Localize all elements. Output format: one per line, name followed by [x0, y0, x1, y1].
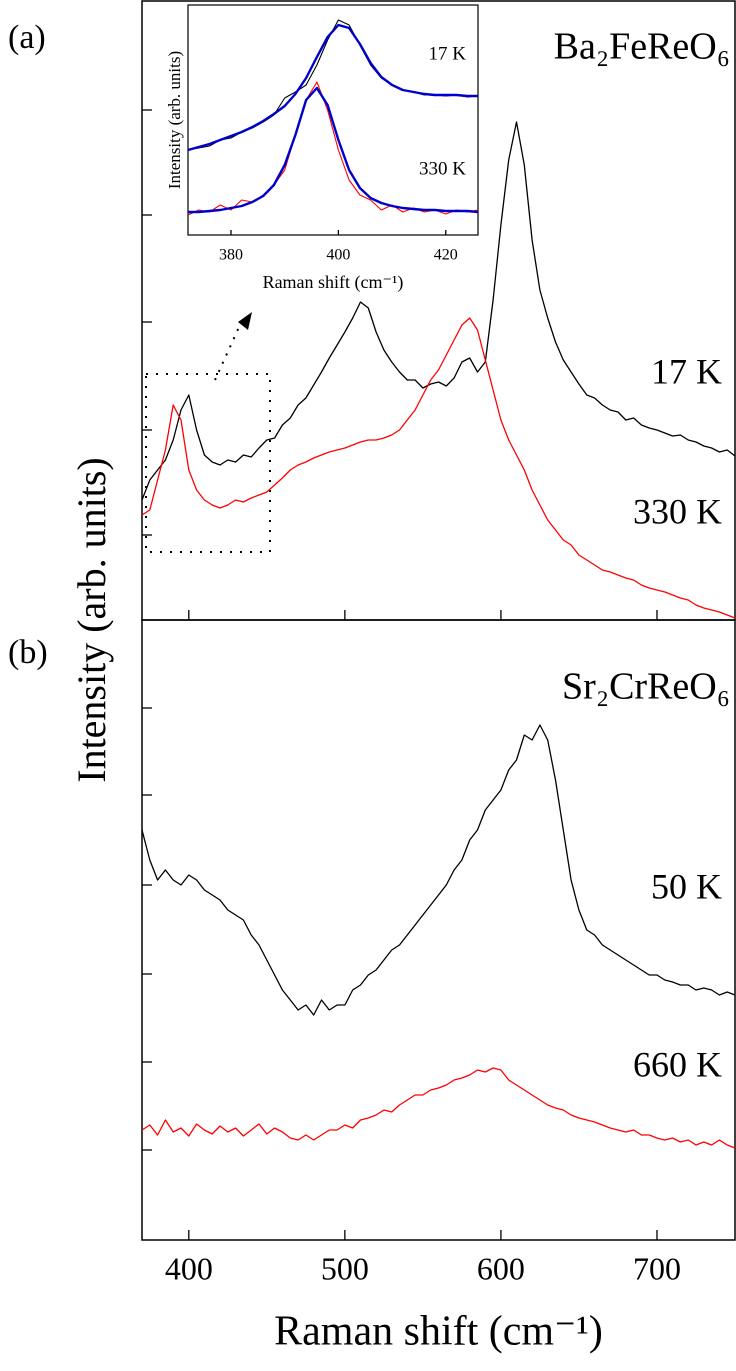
- panel-b-frame: [141, 619, 736, 1241]
- compound-label: Sr₂CrReO₆: [562, 666, 730, 708]
- series-line: [188, 86, 479, 214]
- y-axis-label: Intensity (arb. units): [165, 51, 184, 189]
- series-line: [141, 317, 736, 619]
- panel-label: (b): [8, 634, 48, 671]
- series-label: 50 K: [651, 866, 722, 906]
- y-axis-label: Intensity (arb. units): [69, 457, 114, 783]
- zoom-arrow-head: [238, 312, 252, 330]
- x-tick-label: 700: [633, 1250, 681, 1286]
- x-tick-label: 380: [219, 247, 243, 264]
- zoom-arrow: [214, 324, 241, 381]
- panel-label: (a): [8, 19, 46, 56]
- series-label: 17 K: [429, 43, 467, 64]
- x-tick-label: 420: [434, 247, 458, 264]
- x-axis-label: Raman shift (cm⁻¹): [274, 1309, 603, 1355]
- x-tick-label: 600: [477, 1250, 525, 1286]
- x-tick-label: 400: [326, 247, 350, 264]
- zoom-box: [145, 373, 271, 553]
- x-axis-label: Raman shift (cm⁻¹): [263, 272, 404, 293]
- x-tick-label: 400: [165, 1250, 213, 1286]
- series-line: [141, 724, 736, 1016]
- series-line: [187, 23, 478, 152]
- series-label: 330 K: [633, 491, 722, 531]
- compound-label: Ba₂FeReO₆: [554, 26, 730, 68]
- series-line: [141, 121, 736, 501]
- x-tick-label: 500: [321, 1250, 369, 1286]
- series-label: 330 K: [419, 158, 466, 179]
- series-label: 660 K: [633, 1044, 722, 1084]
- series-line: [141, 1067, 736, 1149]
- series-label: 17 K: [651, 351, 722, 391]
